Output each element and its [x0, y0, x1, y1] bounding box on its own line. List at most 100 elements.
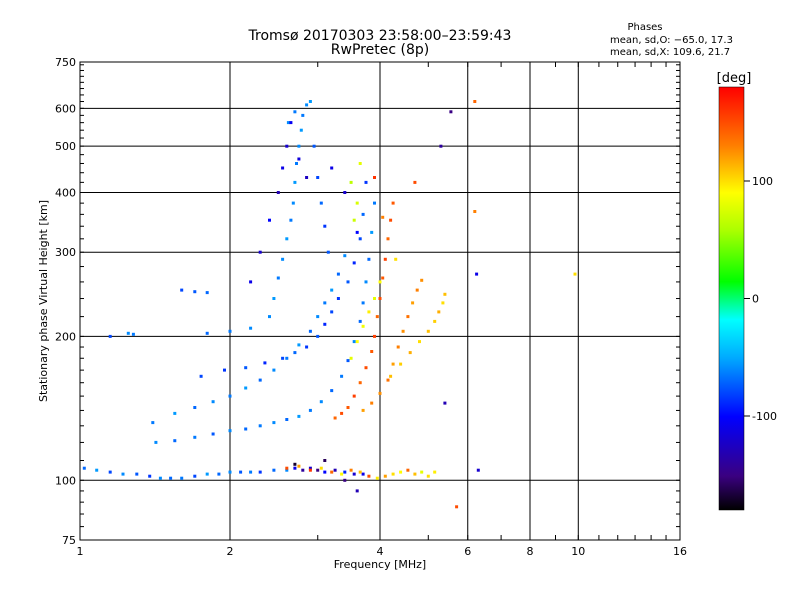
data-point	[148, 474, 152, 478]
data-point	[355, 489, 359, 493]
data-point	[316, 176, 320, 179]
colorbar-scale	[718, 86, 745, 511]
y-tick-label: 75	[62, 534, 76, 547]
data-point	[396, 345, 400, 349]
data-point	[378, 391, 382, 395]
data-point	[367, 310, 371, 314]
data-point	[399, 470, 403, 474]
data-point	[268, 315, 271, 319]
data-point	[199, 374, 203, 378]
data-point	[291, 201, 295, 205]
data-point	[441, 301, 445, 305]
data-point	[289, 218, 293, 222]
data-point	[361, 301, 365, 305]
data-point	[285, 237, 289, 241]
data-point	[370, 230, 374, 234]
data-point	[297, 464, 301, 468]
data-point	[305, 176, 309, 179]
data-point	[82, 466, 86, 470]
data-point	[319, 201, 323, 205]
data-point	[249, 470, 253, 474]
data-point	[293, 351, 297, 355]
data-point	[154, 440, 158, 444]
data-point	[373, 176, 376, 179]
data-point	[301, 468, 305, 472]
data-point	[420, 278, 424, 282]
data-point	[289, 121, 293, 125]
data-point	[180, 476, 184, 480]
data-point	[349, 356, 353, 360]
data-point	[411, 301, 415, 305]
data-point	[228, 394, 232, 398]
data-point	[364, 280, 368, 284]
data-point	[361, 324, 365, 328]
data-point	[293, 466, 297, 470]
data-point	[323, 322, 327, 326]
data-point	[295, 162, 298, 165]
data-point	[476, 468, 480, 472]
data-point	[316, 334, 320, 338]
data-point	[180, 288, 184, 292]
data-point	[373, 334, 376, 338]
y-tick-label: 500	[55, 140, 76, 153]
x-tick-label: 16	[673, 545, 687, 558]
data-point	[272, 421, 276, 425]
data-point	[340, 472, 344, 476]
data-point	[386, 378, 390, 382]
data-point	[439, 144, 443, 148]
y-tick-label: 200	[55, 330, 76, 343]
data-point	[308, 466, 312, 470]
data-point	[358, 319, 362, 323]
data-point	[173, 411, 177, 415]
data-point	[308, 408, 312, 412]
data-point	[389, 374, 393, 378]
y-axis: 75 100 200 300 400 500 600 750	[55, 56, 680, 547]
data-points	[82, 100, 577, 509]
data-point	[343, 478, 347, 482]
data-point	[415, 288, 419, 292]
data-point	[401, 329, 405, 333]
x-tick-label: 8	[527, 545, 534, 558]
data-point	[413, 180, 417, 184]
y-tick-label: 400	[55, 186, 76, 199]
data-point	[285, 144, 289, 148]
grid	[80, 62, 680, 540]
data-point	[437, 310, 441, 314]
data-point	[281, 166, 285, 170]
data-point	[383, 474, 387, 478]
data-point	[367, 474, 371, 478]
data-point	[244, 427, 248, 431]
data-point	[358, 470, 362, 474]
data-point	[316, 315, 320, 319]
data-point	[330, 166, 334, 170]
data-point	[391, 201, 395, 205]
data-point	[158, 476, 162, 480]
y-tick-label: 750	[55, 56, 76, 69]
y-axis-label: Stationary phase Virtual Height [km]	[37, 200, 50, 402]
data-point	[276, 191, 280, 194]
data-point	[272, 368, 276, 372]
stats-o: mean, sd,O: −65.0, 17.3	[610, 35, 733, 46]
data-point	[355, 230, 359, 234]
data-point	[352, 218, 356, 222]
data-point	[370, 350, 374, 353]
data-point	[418, 340, 421, 344]
data-point	[95, 468, 99, 472]
data-point	[355, 340, 359, 344]
colorbar-tick-label: 100	[752, 175, 773, 188]
y-tick-label: 600	[55, 102, 76, 115]
y-tick-label: 100	[55, 474, 76, 487]
data-point	[223, 368, 226, 372]
data-point	[293, 180, 297, 184]
data-point	[293, 110, 297, 114]
data-point	[169, 476, 173, 480]
data-point	[399, 362, 403, 366]
data-point	[312, 144, 316, 148]
data-point	[211, 400, 215, 404]
data-point	[340, 374, 344, 378]
data-point	[193, 290, 197, 294]
data-point	[343, 254, 347, 258]
data-point	[297, 414, 301, 418]
data-point	[426, 474, 430, 478]
data-point	[346, 359, 350, 363]
